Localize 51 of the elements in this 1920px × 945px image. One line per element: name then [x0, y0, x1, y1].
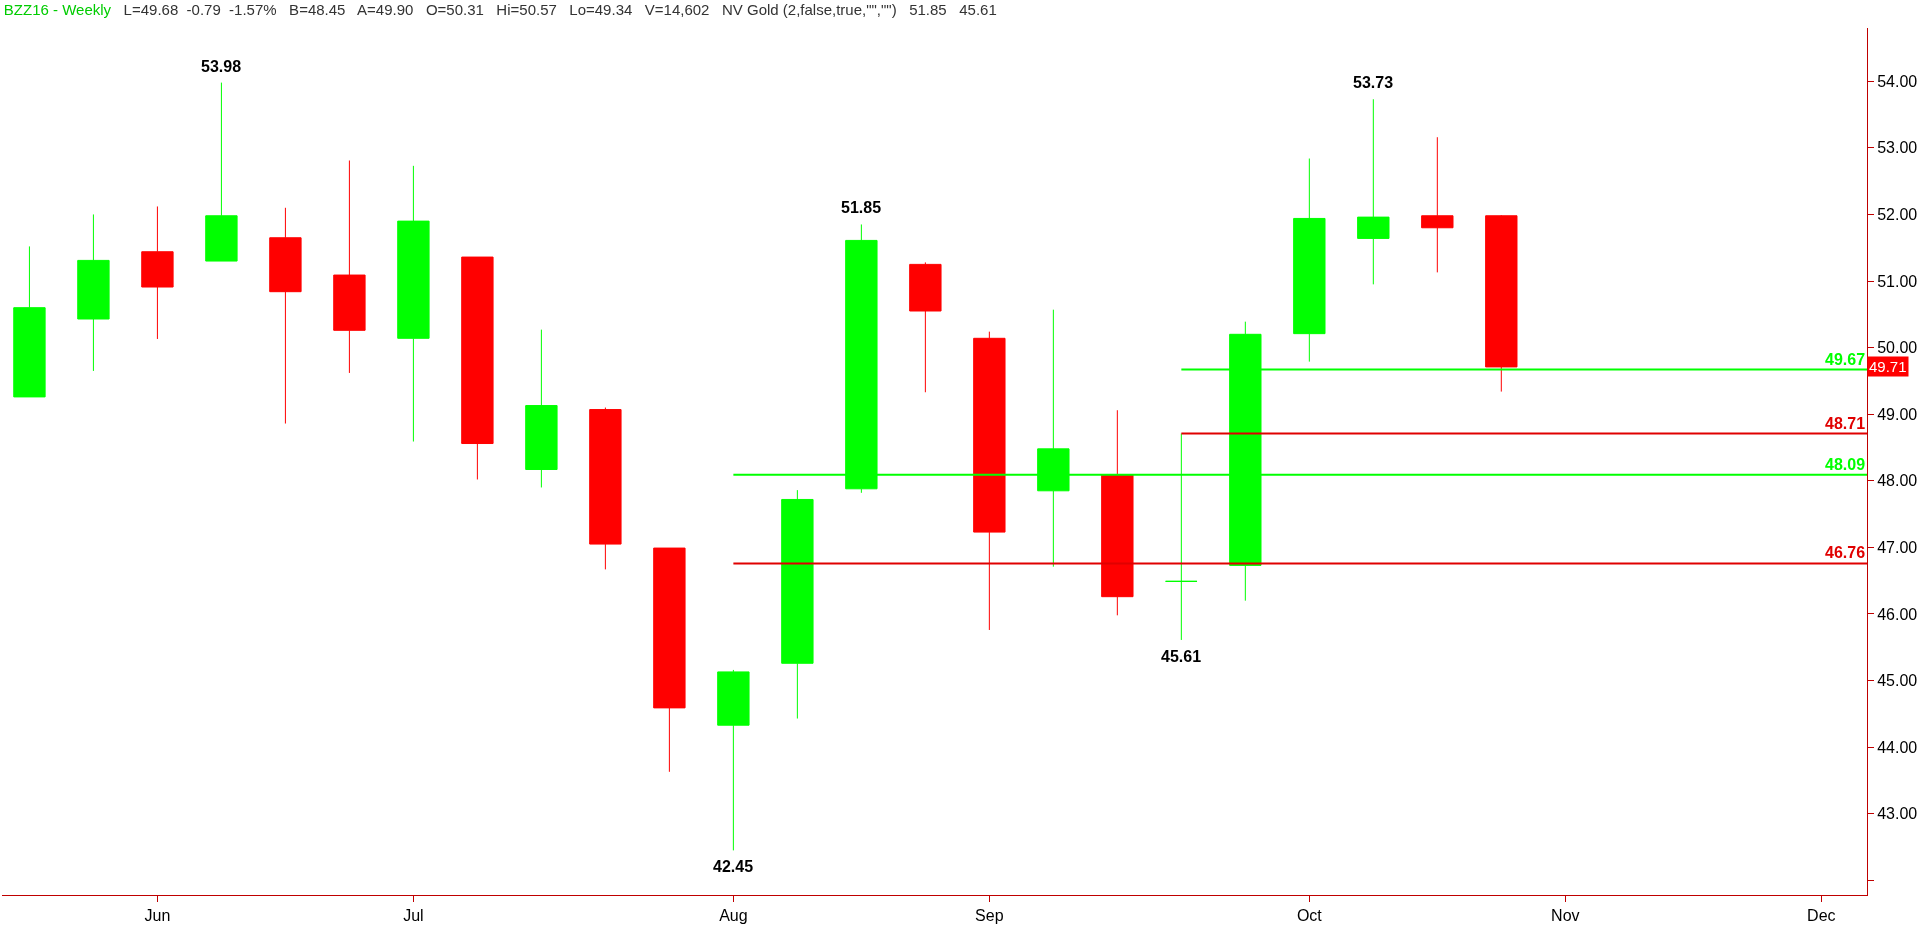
candlestick	[205, 82, 238, 262]
candlestick	[333, 160, 366, 374]
y-tick-label: 43.00	[1877, 805, 1918, 823]
candlestick	[1421, 136, 1454, 273]
y-tick-label: 51.00	[1877, 272, 1918, 290]
candlestick	[77, 213, 110, 372]
annotation: 48.71	[1825, 415, 1866, 432]
candlestick	[525, 329, 558, 488]
x-tick-label: Jul	[403, 907, 424, 925]
y-tick-label: 53.00	[1877, 139, 1918, 157]
y-tick-label: 52.00	[1877, 206, 1918, 224]
candlestick	[141, 205, 174, 340]
y-tick-label: 44.00	[1877, 738, 1918, 756]
annotation: 45.61	[1161, 648, 1202, 665]
x-tick-label: Jun	[144, 907, 171, 925]
candlestick	[269, 207, 302, 425]
candlestick	[13, 245, 46, 398]
candlestick	[973, 331, 1006, 631]
candlestick	[717, 669, 750, 851]
candlestick	[1357, 98, 1390, 285]
annotation: 53.98	[201, 58, 242, 75]
annotation: 46.76	[1825, 544, 1866, 561]
x-tick-label: Nov	[1551, 907, 1580, 925]
y-tick-label: 45.00	[1877, 672, 1918, 690]
annotation: 48.09	[1825, 456, 1866, 473]
annotation: 42.45	[713, 858, 754, 875]
candlestick	[653, 547, 686, 773]
annotation: 51.85	[841, 199, 882, 216]
candlestick	[781, 489, 814, 720]
candlestick	[461, 256, 494, 480]
chart-title: BZZ16 - Weekly	[3, 1, 112, 19]
y-tick-label: 49.00	[1877, 405, 1918, 423]
candlestick	[1293, 158, 1326, 363]
x-tick-label: Sep	[975, 907, 1004, 925]
y-tick-label: 48.00	[1877, 472, 1918, 490]
annotation: 49.71	[1869, 358, 1907, 375]
candlestick	[397, 165, 430, 443]
x-tick-label: Dec	[1807, 907, 1836, 925]
candlestick	[589, 407, 622, 570]
y-tick-label: 54.00	[1877, 72, 1918, 90]
x-tick-label: Oct	[1296, 907, 1323, 925]
chart-subtitle: L=49.68 -0.79 -1.57% B=48.45 A=49.90 O=50.31 Hi=50.57 Lo=49.34 V=14,602 NV Gold (2,false,true,"","") 51.85 45.61	[123, 1, 997, 19]
y-tick-label: 46.00	[1877, 605, 1918, 623]
candlestick	[1485, 214, 1518, 393]
y-tick-label: 47.00	[1877, 539, 1918, 556]
candlestick	[909, 261, 942, 393]
annotation: 53.73	[1353, 74, 1394, 91]
candlestick	[1101, 409, 1134, 616]
y-tick-label: 50.00	[1877, 339, 1918, 357]
annotation: 49.67	[1825, 351, 1866, 368]
x-tick-label: Aug	[719, 907, 748, 925]
